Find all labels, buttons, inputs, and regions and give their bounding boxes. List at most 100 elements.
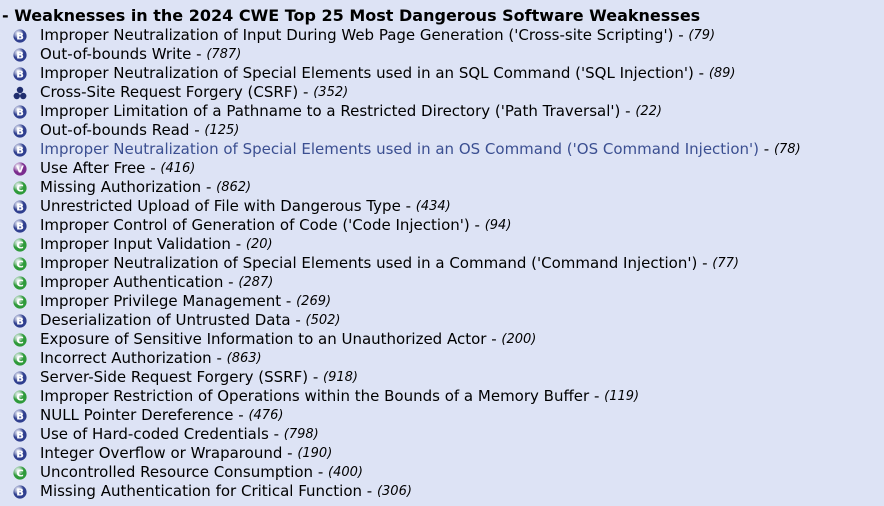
cwe-id: (352)	[313, 85, 349, 100]
weakness-link[interactable]: Improper Neutralization of Special Eleme…	[40, 254, 698, 272]
cwe-id: (862)	[216, 180, 252, 195]
weakness-link[interactable]: Unrestricted Upload of File with Dangero…	[40, 197, 401, 215]
svg-text:C: C	[16, 468, 23, 479]
weakness-link[interactable]: Improper Control of Generation of Code (…	[40, 216, 470, 234]
class-abstraction-icon: C	[13, 275, 27, 290]
cwe-id: (79)	[688, 28, 716, 43]
svg-text:B: B	[16, 373, 24, 384]
weakness-item[interactable]: B Missing Authentication for Critical Fun…	[0, 482, 884, 501]
separator: -	[589, 387, 605, 405]
weakness-item[interactable]: B Deserialization of Untrusted Data - (50…	[0, 311, 884, 330]
weakness-item[interactable]: B Integer Overflow or Wraparound - (190)	[0, 444, 884, 463]
cwe-id: (863)	[226, 351, 262, 366]
svg-text:C: C	[16, 259, 23, 270]
svg-text:B: B	[16, 145, 24, 156]
separator: -	[145, 159, 161, 177]
weakness-item[interactable]: V Use After Free - (416)	[0, 159, 884, 178]
svg-text:C: C	[16, 183, 23, 194]
weakness-item[interactable]: B Improper Neutralization of Special Elem…	[0, 140, 884, 159]
cwe-id: (287)	[238, 275, 274, 290]
weakness-item[interactable]: B Server-Side Request Forgery (SSRF) - (9…	[0, 368, 884, 387]
weakness-link[interactable]: NULL Pointer Dereference	[40, 406, 234, 424]
svg-text:B: B	[16, 50, 24, 61]
weakness-item[interactable]: C Improper Input Validation - (20)	[0, 235, 884, 254]
weakness-link[interactable]: Server-Side Request Forgery (SSRF)	[40, 368, 309, 386]
svg-text:C: C	[16, 297, 23, 308]
weakness-item[interactable]: C Improper Neutralization of Special Elem…	[0, 254, 884, 273]
cwe-id: (119)	[604, 389, 640, 404]
weakness-link[interactable]: Improper Neutralization of Special Eleme…	[40, 140, 760, 158]
base-abstraction-icon: B	[13, 142, 27, 157]
class-abstraction-icon: C	[13, 389, 27, 404]
weakness-item[interactable]: B Unrestricted Upload of File with Danger…	[0, 197, 884, 216]
svg-text:B: B	[16, 107, 24, 118]
separator: -	[281, 292, 297, 310]
base-abstraction-icon: B	[13, 446, 27, 461]
weakness-link[interactable]: Missing Authentication for Critical Func…	[40, 482, 363, 500]
weakness-item[interactable]: B Improper Neutralization of Special Elem…	[0, 64, 884, 83]
weakness-item[interactable]: B NULL Pointer Dereference - (476)	[0, 406, 884, 425]
weakness-item[interactable]: C Missing Authorization - (862)	[0, 178, 884, 197]
cwe-id: (200)	[501, 332, 537, 347]
cwe-id: (787)	[206, 47, 242, 62]
weakness-link[interactable]: Exposure of Sensitive Information to an …	[40, 330, 487, 348]
cwe-id: (306)	[376, 484, 412, 499]
base-abstraction-icon: B	[13, 123, 27, 138]
weakness-item[interactable]: B Out-of-bounds Write - (787)	[0, 45, 884, 64]
svg-text:B: B	[16, 221, 24, 232]
weakness-link[interactable]: Incorrect Authorization	[40, 349, 212, 367]
class-abstraction-icon: C	[13, 351, 27, 366]
cwe-id: (434)	[415, 199, 451, 214]
weakness-list: B Improper Neutralization of Input During…	[0, 26, 884, 501]
weakness-item[interactable]: B Improper Control of Generation of Code …	[0, 216, 884, 235]
weakness-link[interactable]: Cross-Site Request Forgery (CSRF)	[40, 83, 299, 101]
weakness-link[interactable]: Improper Neutralization of Special Eleme…	[40, 64, 694, 82]
panel-title: Weaknesses in the 2024 CWE Top 25 Most D…	[14, 6, 701, 25]
weakness-link[interactable]: Use After Free	[40, 159, 146, 177]
weakness-link[interactable]: Improper Authentication	[40, 273, 224, 291]
weakness-link[interactable]: Integer Overflow or Wraparound	[40, 444, 283, 462]
separator: -	[201, 178, 217, 196]
weakness-item[interactable]: B Out-of-bounds Read - (125)	[0, 121, 884, 140]
weakness-link[interactable]: Missing Authorization	[40, 178, 202, 196]
cwe-id: (269)	[296, 294, 332, 309]
cwe-id: (89)	[708, 66, 736, 81]
weakness-item[interactable]: B Use of Hard-coded Credentials - (798)	[0, 425, 884, 444]
svg-text:B: B	[16, 31, 24, 42]
separator: -	[620, 102, 636, 120]
weakness-link[interactable]: Improper Privilege Management	[40, 292, 282, 310]
svg-text:B: B	[16, 430, 24, 441]
weakness-link[interactable]: Out-of-bounds Read	[40, 121, 190, 139]
cwe-id: (22)	[635, 104, 662, 119]
separator: -	[673, 26, 689, 44]
cwe-id: (400)	[328, 465, 363, 480]
weakness-link[interactable]: Improper Restriction of Operations withi…	[40, 387, 590, 405]
weakness-link[interactable]: Out-of-bounds Write	[40, 45, 192, 63]
weakness-item[interactable]: C Improper Authentication - (287)	[0, 273, 884, 292]
weakness-link[interactable]: Improper Neutralization of Input During …	[40, 26, 674, 44]
base-abstraction-icon: B	[13, 484, 27, 499]
weakness-link[interactable]: Improper Input Validation	[40, 235, 231, 253]
collapse-toggle[interactable]: -	[2, 6, 9, 25]
weakness-item[interactable]: C Incorrect Authorization - (863)	[0, 349, 884, 368]
weakness-item[interactable]: C Improper Restriction of Operations with…	[0, 387, 884, 406]
separator: -	[268, 425, 284, 443]
separator: -	[211, 349, 227, 367]
weakness-link[interactable]: Use of Hard-coded Credentials	[40, 425, 269, 443]
weakness-item[interactable]: C Uncontrolled Resource Consumption - (40…	[0, 463, 884, 482]
weakness-link[interactable]: Deserialization of Untrusted Data	[40, 311, 291, 329]
weakness-item[interactable]: C Improper Privilege Management - (269)	[0, 292, 884, 311]
separator: -	[282, 444, 298, 462]
weakness-item[interactable]: B Improper Limitation of a Pathname to a …	[0, 102, 884, 121]
separator: -	[697, 254, 713, 272]
separator: -	[308, 368, 324, 386]
weakness-item[interactable]: Cross-Site Request Forgery (CSRF) - (352…	[0, 83, 884, 102]
cwe-id: (78)	[773, 142, 801, 157]
base-abstraction-icon: B	[13, 104, 27, 119]
svg-text:C: C	[16, 354, 23, 365]
svg-text:C: C	[16, 240, 23, 251]
weakness-link[interactable]: Improper Limitation of a Pathname to a R…	[40, 102, 621, 120]
weakness-link[interactable]: Uncontrolled Resource Consumption	[40, 463, 314, 481]
weakness-item[interactable]: B Improper Neutralization of Input During…	[0, 26, 884, 45]
weakness-item[interactable]: C Exposure of Sensitive Information to an…	[0, 330, 884, 349]
